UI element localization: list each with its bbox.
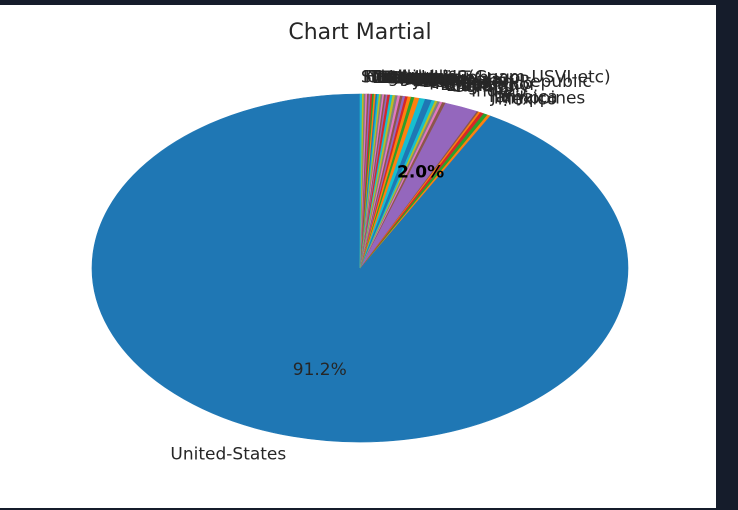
pie-percent-labels: 91.2% 2.0% [293, 162, 444, 380]
pie-label-portugal: Portugal [391, 69, 461, 89]
pie-label-dominican-republic: Dominican-Republic [422, 72, 592, 92]
pie-label-germany: Germany [452, 77, 530, 97]
pie-label-nicaragua: Nicaragua [389, 69, 476, 89]
pie-label-japan: Japan [413, 71, 461, 91]
pie-label-iran: Iran [394, 69, 427, 89]
pie-label-china: China [443, 75, 492, 95]
pie-label-thailand: Thailand [369, 68, 443, 88]
pie-label-france: France [383, 68, 440, 88]
pie-label-haiti: Haiti [400, 69, 439, 89]
pie-label-india: India [471, 82, 513, 102]
pie-label-guatemala: Guatemala [408, 70, 502, 90]
pie-percent-united-states: 91.2% [293, 360, 347, 380]
pie-label-hong: Hong [378, 68, 423, 88]
chart-title: Chart Martial [288, 20, 431, 45]
pie-label-ireland: Ireland [380, 68, 439, 88]
pie-label-england: England [446, 76, 515, 96]
pie-label-puerto-rico: Puerto-Rico [435, 74, 533, 94]
pie-label-laos: Laos [372, 68, 411, 88]
pie-labels: United-States?MexicoPhilippinesJamaicaIt… [170, 68, 610, 465]
pie-label-scotland: Scotland [361, 68, 435, 88]
pie-label-cambodia: Cambodia [376, 68, 462, 88]
pie-label-south: South [418, 71, 467, 91]
pie-label-cuba: Cuba [449, 76, 493, 96]
pie-label-unknown: ? [501, 91, 510, 111]
pie-label-columbia: Columbia [411, 70, 491, 90]
pie-label-yugoslavia: Yugoslavia [367, 68, 458, 88]
pie-label-el-salvador: El-Salvador [440, 75, 536, 95]
pie-label-peru: Peru [387, 68, 425, 88]
pie-label-poland: Poland [405, 70, 462, 90]
pie-label-mexico: Mexico [498, 90, 557, 110]
pie-label-vietnam: Vietnam [402, 70, 473, 90]
pie-label-honduras: Honduras [363, 68, 445, 88]
pie-label-canada: Canada [428, 73, 493, 93]
pie-label-outlying-us-guam-usvi-etc: Outlying-US(Guam-USVI-etc) [367, 68, 611, 88]
pie-slices [91, 93, 629, 443]
pie-label-italy: Italy [489, 87, 526, 107]
pie-label-ecuador: Ecuador [381, 68, 450, 88]
pie-label-hungary: Hungary [365, 68, 438, 88]
pie-label-united-states: United-States [170, 444, 286, 464]
pie-label-taiwan: Taiwan [396, 69, 455, 89]
pie-label-jamaica: Jamaica [490, 87, 558, 107]
pie-slice-scotland [359, 93, 363, 269]
chart-figure: Chart Martial United-States? Mexico Philip… [0, 5, 716, 508]
pie-label-greece: Greece [385, 68, 446, 88]
pie-chart: Chart Martial United-States?MexicoPhilip… [91, 20, 629, 465]
pie-label-philippines: Philippines [494, 88, 586, 108]
pie-percent-india: 2.0% [397, 162, 444, 182]
pie-label-trinadad-tobago: Trinadad&Tobago [373, 68, 520, 88]
